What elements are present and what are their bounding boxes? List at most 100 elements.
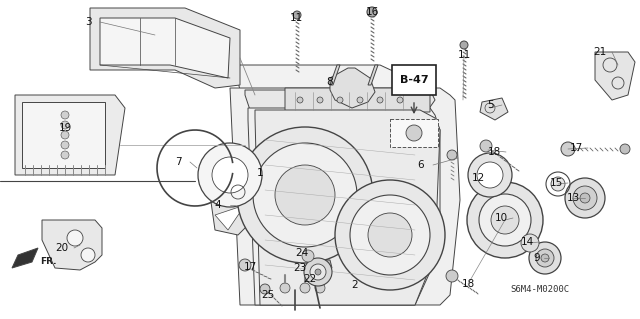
Circle shape: [337, 97, 343, 103]
Text: 24: 24: [296, 248, 308, 258]
Text: 17: 17: [570, 143, 582, 153]
Text: 1: 1: [257, 168, 263, 178]
Text: 12: 12: [472, 173, 484, 183]
Text: 18: 18: [461, 279, 475, 289]
Circle shape: [317, 97, 323, 103]
Circle shape: [447, 150, 457, 160]
Text: FR.: FR.: [40, 257, 56, 266]
Circle shape: [477, 162, 503, 188]
Circle shape: [260, 284, 270, 294]
Polygon shape: [22, 102, 105, 168]
Circle shape: [198, 143, 262, 207]
Text: 15: 15: [549, 178, 563, 188]
Polygon shape: [90, 8, 240, 88]
Polygon shape: [368, 65, 378, 85]
Text: 2: 2: [352, 280, 358, 290]
Polygon shape: [330, 68, 375, 108]
Circle shape: [460, 41, 468, 49]
Text: 16: 16: [365, 7, 379, 17]
Polygon shape: [480, 98, 508, 120]
Circle shape: [357, 97, 363, 103]
Text: 11: 11: [289, 13, 303, 23]
Polygon shape: [210, 185, 255, 235]
Polygon shape: [100, 18, 230, 78]
Circle shape: [406, 125, 422, 141]
Circle shape: [580, 193, 590, 203]
Circle shape: [536, 249, 554, 267]
Circle shape: [61, 131, 69, 139]
Circle shape: [368, 213, 412, 257]
Polygon shape: [245, 90, 435, 110]
Text: 20: 20: [56, 243, 68, 253]
Polygon shape: [12, 248, 38, 268]
Circle shape: [491, 206, 519, 234]
Circle shape: [81, 248, 95, 262]
Text: 4: 4: [214, 200, 221, 210]
Polygon shape: [215, 205, 245, 230]
Circle shape: [529, 242, 561, 274]
Circle shape: [446, 270, 458, 282]
Text: 14: 14: [520, 237, 534, 247]
Circle shape: [315, 283, 325, 293]
Circle shape: [541, 254, 549, 262]
Polygon shape: [255, 110, 440, 305]
Circle shape: [302, 250, 314, 262]
Circle shape: [237, 127, 373, 263]
Text: 7: 7: [175, 157, 181, 167]
Circle shape: [479, 194, 531, 246]
Circle shape: [377, 97, 383, 103]
Circle shape: [467, 182, 543, 258]
Text: 22: 22: [303, 274, 317, 284]
Circle shape: [61, 141, 69, 149]
Text: 5: 5: [486, 100, 493, 110]
Circle shape: [297, 97, 303, 103]
Circle shape: [397, 97, 403, 103]
Bar: [392, 65, 436, 95]
Circle shape: [280, 283, 290, 293]
Text: 8: 8: [326, 77, 333, 87]
Circle shape: [253, 143, 357, 247]
Circle shape: [275, 165, 335, 225]
Text: 17: 17: [243, 262, 257, 272]
Text: 21: 21: [593, 47, 607, 57]
Circle shape: [293, 11, 301, 19]
Circle shape: [315, 269, 321, 275]
Text: 6: 6: [418, 160, 424, 170]
Polygon shape: [306, 260, 332, 268]
Polygon shape: [330, 65, 340, 85]
Circle shape: [212, 157, 248, 193]
Text: 18: 18: [488, 147, 500, 157]
Circle shape: [521, 234, 539, 252]
Text: 10: 10: [495, 213, 508, 223]
Circle shape: [304, 258, 332, 286]
Polygon shape: [230, 88, 460, 305]
Text: 13: 13: [566, 193, 580, 203]
Text: S6M4-M0200C: S6M4-M0200C: [511, 286, 570, 294]
Circle shape: [300, 283, 310, 293]
Text: 9: 9: [534, 253, 540, 263]
Circle shape: [61, 151, 69, 159]
Text: 19: 19: [58, 123, 72, 133]
Text: 25: 25: [261, 290, 275, 300]
Circle shape: [620, 144, 630, 154]
Circle shape: [565, 178, 605, 218]
Text: 11: 11: [458, 50, 470, 60]
Circle shape: [551, 177, 565, 191]
Circle shape: [67, 230, 83, 246]
Circle shape: [335, 180, 445, 290]
Circle shape: [367, 7, 377, 17]
Circle shape: [61, 111, 69, 119]
Circle shape: [480, 140, 492, 152]
Polygon shape: [42, 220, 102, 270]
Circle shape: [61, 121, 69, 129]
Circle shape: [573, 186, 597, 210]
Circle shape: [561, 142, 575, 156]
Polygon shape: [15, 95, 125, 175]
Polygon shape: [248, 108, 440, 305]
Circle shape: [350, 195, 430, 275]
Text: B-47: B-47: [400, 75, 428, 85]
Polygon shape: [230, 65, 430, 90]
Text: 3: 3: [84, 17, 92, 27]
Circle shape: [310, 264, 326, 280]
Circle shape: [239, 259, 251, 271]
